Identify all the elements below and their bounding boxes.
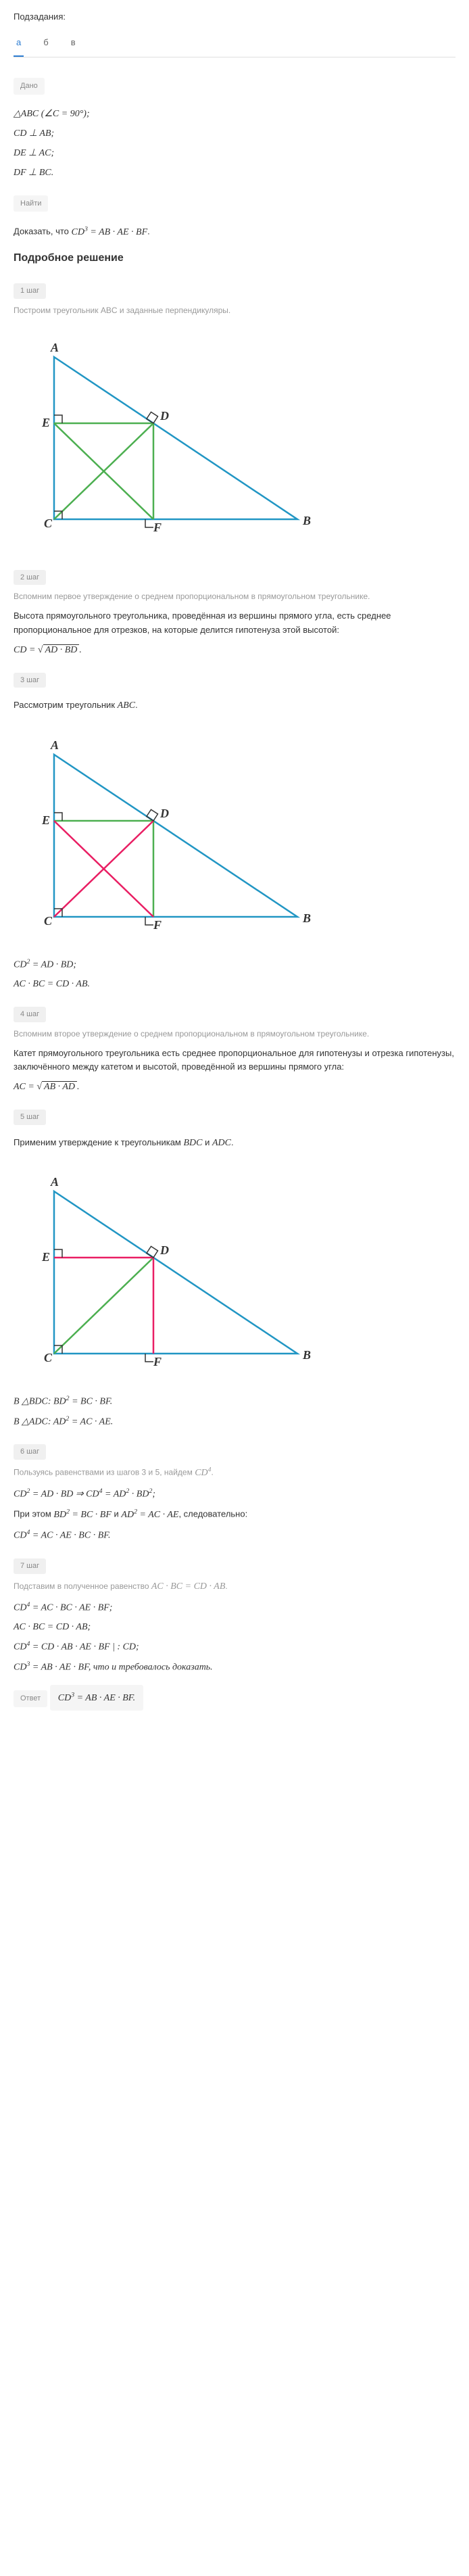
tabs-container: а б в (14, 30, 455, 58)
step-7-desc: Подставим в полученное равенство AC · BC… (14, 1579, 455, 1594)
step-3-text: Рассмотрим треугольник ABC. (14, 698, 455, 713)
step-2-text: Высота прямоугольного треугольника, пров… (14, 609, 455, 638)
step-2-label: 2 шаг (14, 570, 46, 586)
step-4-text: Катет прямоугольного треугольника есть с… (14, 1047, 455, 1075)
step-2-desc: Вспомним первое утверждение о среднем пр… (14, 590, 455, 602)
given-line-1: △ABC (∠C = 90°); (14, 107, 455, 121)
find-text: Доказать, что CD3 = AB · AE · BF. (14, 224, 455, 240)
svg-text:B: B (302, 1348, 311, 1362)
svg-text:F: F (153, 521, 162, 534)
step-3-math-1: CD2 = AD · BD; (14, 957, 455, 972)
step-3-math-2: AC · BC = CD · AB. (14, 977, 455, 991)
svg-text:F: F (153, 918, 162, 932)
svg-text:E: E (41, 416, 50, 429)
svg-text:C: C (44, 517, 53, 530)
svg-text:A: A (50, 341, 59, 354)
solution-title: Подробное решение (14, 250, 455, 266)
step-5-math-1: В △BDC: BD2 = BC · BF. (14, 1394, 455, 1409)
figure-3: A B C D E F (14, 1164, 455, 1381)
given-label: Дано (14, 78, 45, 95)
svg-text:C: C (44, 914, 53, 928)
step-7-math-1: CD4 = AC · BC · AE · BF; (14, 1600, 455, 1615)
svg-text:D: D (159, 1243, 169, 1257)
subtasks-label: Подзадания: (14, 10, 455, 24)
given-line-4: DF ⊥ BC. (14, 166, 455, 180)
find-label: Найти (14, 195, 48, 212)
step-1-label: 1 шаг (14, 283, 46, 299)
step-6-math-1: CD2 = AD · BD ⇒ CD4 = AD2 · BD2; (14, 1487, 455, 1502)
figure-1: A B C D E F (14, 330, 455, 546)
step-7-label: 7 шаг (14, 1558, 46, 1574)
step-6-desc: Пользуясь равенствами из шагов 3 и 5, на… (14, 1465, 455, 1480)
svg-text:D: D (159, 807, 169, 820)
svg-text:C: C (44, 1351, 53, 1364)
svg-text:A: A (50, 1175, 59, 1189)
answer-label: Ответ (14, 1690, 47, 1707)
svg-text:B: B (302, 911, 311, 925)
step-3-label: 3 шаг (14, 673, 46, 688)
tab-a[interactable]: а (14, 30, 24, 57)
step-5-math-2: В △ADC: AD2 = AC · AE. (14, 1414, 455, 1429)
svg-text:A: A (50, 738, 59, 752)
step-7-math-4: CD3 = AB · AE · BF, что и требовалось до… (14, 1660, 455, 1675)
step-5-label: 5 шаг (14, 1110, 46, 1125)
svg-text:D: D (159, 409, 169, 423)
step-1-desc: Построим треугольник ABC и заданные перп… (14, 304, 455, 316)
step-4-desc: Вспомним второе утверждение о среднем пр… (14, 1028, 455, 1040)
given-line-2: CD ⊥ AB; (14, 126, 455, 141)
step-5-text: Применим утверждение к треугольникам BDC… (14, 1136, 455, 1151)
answer-box: CD3 = AB · AE · BF. (50, 1685, 143, 1711)
step-6-math-2: CD4 = AC · AE · BC · BF. (14, 1528, 455, 1543)
answer-text: CD3 = AB · AE · BF. (58, 1693, 135, 1703)
step-7-math-3: CD4 = CD · AB · AE · BF | : CD; (14, 1640, 455, 1654)
step-4-math: AC = √AB · AD. (14, 1080, 455, 1094)
svg-text:E: E (41, 1250, 50, 1264)
tab-v[interactable]: в (68, 30, 78, 57)
figure-2: A B C D E F (14, 728, 455, 944)
svg-text:F: F (153, 1355, 162, 1368)
step-4-label: 4 шаг (14, 1007, 46, 1022)
step-6-text: При этом BD2 = BC · BF и AD2 = AC · AE, … (14, 1506, 455, 1523)
svg-text:E: E (41, 813, 50, 827)
step-2-math: CD = √AD · BD. (14, 643, 455, 657)
step-7-math-2: AC · BC = CD · AB; (14, 1620, 455, 1634)
given-line-3: DE ⊥ AC; (14, 146, 455, 160)
svg-text:B: B (302, 514, 311, 527)
tab-b[interactable]: б (41, 30, 51, 57)
step-6-label: 6 шаг (14, 1444, 46, 1460)
